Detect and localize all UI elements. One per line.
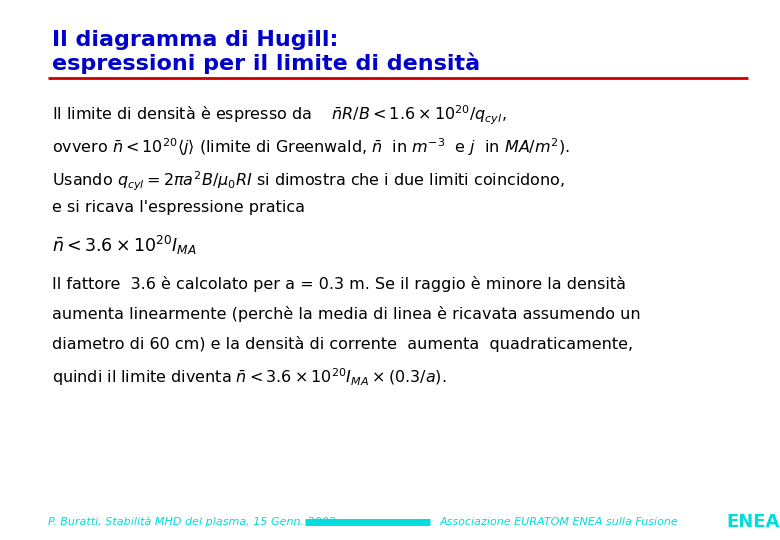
Text: espressioni per il limite di densità: espressioni per il limite di densità [52,52,480,73]
Text: Il limite di densità è espresso da    $\bar{n}R/B < 1.6\times10^{20}/q_{cyl}$,: Il limite di densità è espresso da $\bar… [52,104,507,127]
Text: quindi il limite diventa $\bar{n} < 3.6\times10^{20} I_{MA}\times(0.3/a)$.: quindi il limite diventa $\bar{n} < 3.6\… [52,366,447,388]
Text: ovvero $\bar{n} < 10^{20}\langle j\rangle$ (limite di Greenwald, $\bar{n}$  in $: ovvero $\bar{n} < 10^{20}\langle j\rangl… [52,136,570,158]
Text: diametro di 60 cm) e la densità di corrente  aumenta  quadraticamente,: diametro di 60 cm) e la densità di corre… [52,336,633,352]
Text: Il fattore  3.6 è calcolato per a = 0.3 m. Se il raggio è minore la densità: Il fattore 3.6 è calcolato per a = 0.3 m… [52,276,626,292]
Text: P. Buratti, Stabilità MHD del plasma, 15 Genn. 2002: P. Buratti, Stabilità MHD del plasma, 15… [48,517,336,527]
Text: ENEA: ENEA [726,513,779,531]
Text: aumenta linearmente (perchè la media di linea è ricavata assumendo un: aumenta linearmente (perchè la media di … [52,306,640,322]
Text: $\bar{n} < 3.6\times10^{20} I_{MA}$: $\bar{n} < 3.6\times10^{20} I_{MA}$ [52,234,197,257]
Text: e si ricava l'espressione pratica: e si ricava l'espressione pratica [52,200,305,215]
Text: Associazione EURATOM ENEA sulla Fusione: Associazione EURATOM ENEA sulla Fusione [440,517,679,527]
Text: Usando $q_{cyl} = 2\pi a^2 B/\mu_0 RI$ si dimostra che i due limiti coincidono,: Usando $q_{cyl} = 2\pi a^2 B/\mu_0 RI$ s… [52,170,565,193]
Text: Il diagramma di Hugill:: Il diagramma di Hugill: [52,30,339,50]
